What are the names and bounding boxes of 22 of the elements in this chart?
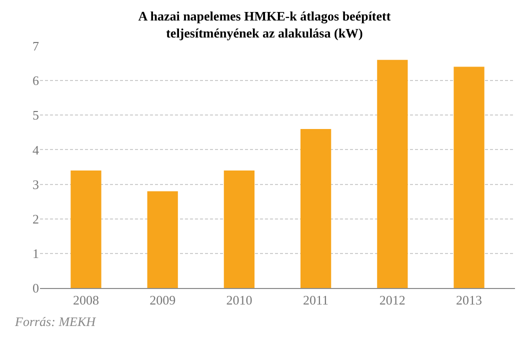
y-tick-label: 1 bbox=[32, 246, 39, 261]
y-tick-label: 7 bbox=[32, 38, 40, 54]
x-tick-label: 2010 bbox=[226, 292, 252, 308]
y-tick-label: 5 bbox=[32, 108, 39, 123]
x-tick-label: 2008 bbox=[72, 292, 99, 308]
y-tick-label: 0 bbox=[32, 280, 39, 296]
y-tick-label: 6 bbox=[32, 73, 40, 88]
x-tick-label: 2011 bbox=[303, 292, 329, 308]
y-tick-label: 4 bbox=[32, 142, 40, 158]
bar bbox=[300, 128, 332, 288]
y-tick-label: 2 bbox=[32, 211, 39, 226]
bar bbox=[377, 60, 408, 288]
chart-title: A hazai napelemes HMKE-k átlagos beépített teljesítményének az alakulása (kW) bbox=[138, 8, 392, 40]
bar bbox=[147, 191, 178, 288]
bar bbox=[70, 170, 102, 288]
y-tick-label: 3 bbox=[32, 176, 39, 192]
bar bbox=[224, 170, 255, 288]
x-tick-label: 2012 bbox=[379, 292, 406, 308]
bar bbox=[454, 66, 484, 288]
x-tick-label: 2009 bbox=[150, 292, 176, 308]
text: Forrás: MEKH bbox=[14, 314, 96, 329]
x-tick-label: 2013 bbox=[456, 292, 482, 308]
